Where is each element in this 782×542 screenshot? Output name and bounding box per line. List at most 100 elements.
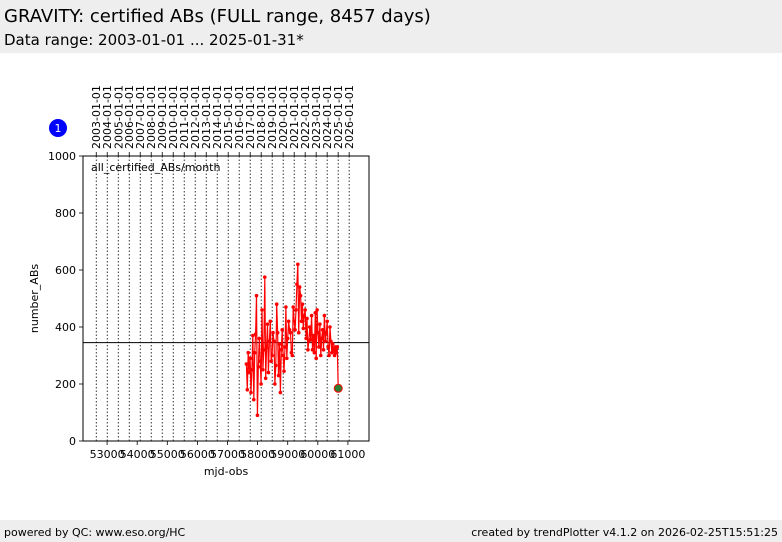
- data-point: [306, 348, 310, 352]
- data-point: [289, 350, 294, 355]
- data-point: [280, 328, 285, 332]
- x-tick-label: 53000: [90, 448, 125, 461]
- data-point: [321, 348, 326, 352]
- data-point: [286, 319, 291, 324]
- data-point: [318, 322, 322, 326]
- date-tick-label: 2025-01-01: [332, 85, 345, 149]
- footer-version: created by trendPlotter v4.1.2 on 2026-0…: [471, 526, 778, 539]
- data-point: [334, 350, 339, 355]
- data-point: [281, 353, 285, 358]
- date-tick-label: 2009-01-01: [156, 85, 169, 149]
- data-point: [277, 342, 282, 346]
- data-point: [255, 413, 260, 418]
- y-tick-label: 600: [55, 264, 76, 277]
- plot-frame: [82, 155, 370, 442]
- date-tick-label: 2005-01-01: [112, 85, 125, 149]
- date-tick-label: 2010-01-01: [167, 85, 180, 149]
- data-point: [261, 367, 265, 372]
- data-point: [288, 330, 293, 335]
- data-point: [269, 359, 273, 364]
- date-tick-label: 2019-01-01: [266, 85, 279, 149]
- data-point: [297, 285, 302, 289]
- data-point: [296, 330, 301, 335]
- data-point: [292, 319, 296, 324]
- date-tick-label: 2026-01-01: [343, 85, 356, 149]
- data-point: [265, 322, 270, 326]
- data-point: [282, 369, 286, 373]
- data-point: [274, 302, 279, 307]
- data-point: [328, 325, 332, 329]
- date-tick-label: 2008-01-01: [145, 85, 158, 149]
- x-tick-label: 55000: [150, 448, 185, 461]
- x-tick-label: 56000: [180, 448, 215, 461]
- data-point: [283, 345, 287, 349]
- date-tick-label: 2003-01-01: [90, 85, 103, 149]
- data-point: [332, 353, 337, 358]
- data-point: [301, 326, 306, 331]
- data-point: [310, 348, 315, 352]
- footer-credit: powered by QC: www.eso.org/HC: [4, 526, 186, 539]
- date-tick-label: 2021-01-01: [288, 85, 301, 149]
- page-title: GRAVITY: certified ABs (FULL range, 8457…: [4, 6, 431, 27]
- data-point: [318, 353, 323, 358]
- data-point: [309, 313, 314, 318]
- data-point: [245, 387, 250, 392]
- data-point: [295, 282, 299, 287]
- data-point: [313, 310, 318, 315]
- date-tick-label: 2006-01-01: [123, 85, 136, 149]
- x-axis-label: mjd-obs: [204, 465, 249, 478]
- data-point: [319, 336, 324, 341]
- date-tick-label: 2015-01-01: [222, 85, 235, 149]
- data-point: [244, 362, 249, 366]
- y-tick-label: 0: [69, 435, 76, 448]
- data-point: [256, 365, 261, 369]
- data-point: [298, 293, 303, 298]
- x-tick-label: 60000: [300, 448, 335, 461]
- date-tick-label: 2007-01-01: [134, 85, 147, 149]
- data-point: [323, 339, 328, 344]
- x-tick-label: 54000: [120, 448, 155, 461]
- data-point: [315, 308, 319, 312]
- data-point: [246, 350, 251, 355]
- data-point: [311, 333, 316, 338]
- data-point: [266, 370, 271, 375]
- date-tick-label: 2023-01-01: [310, 85, 323, 149]
- data-point: [294, 308, 298, 312]
- last-data-point: [333, 383, 343, 393]
- data-point: [249, 390, 253, 395]
- y-axis-label: number_ABs: [28, 264, 41, 334]
- x-tick-label: 58000: [240, 448, 275, 461]
- data-point: [304, 336, 308, 341]
- data-point: [264, 345, 269, 349]
- data-point: [329, 350, 334, 355]
- data-point: [325, 319, 330, 324]
- data-point: [290, 353, 295, 358]
- data-point: [278, 390, 283, 395]
- x-tick-label: 59000: [270, 448, 305, 461]
- data-point: [248, 356, 252, 361]
- data-point: [335, 345, 340, 349]
- data-point: [273, 382, 277, 386]
- y-tick-label: 200: [55, 378, 76, 391]
- data-point: [262, 348, 266, 352]
- data-point: [247, 370, 251, 375]
- data-point: [330, 342, 335, 346]
- data-point: [271, 330, 275, 335]
- data-point: [251, 333, 255, 338]
- data-point: [276, 373, 281, 378]
- page-subtitle: Data range: 2003-01-01 ... 2025-01-31*: [4, 31, 304, 49]
- data-point: [300, 302, 305, 307]
- data-point: [275, 330, 280, 335]
- data-point: [251, 397, 256, 402]
- date-tick-label: 2013-01-01: [200, 85, 213, 149]
- date-tick-label: 2016-01-01: [233, 85, 246, 149]
- date-tick-label: 2020-01-01: [277, 85, 290, 149]
- data-point: [285, 356, 289, 361]
- data-point: [291, 305, 296, 309]
- data-point: [254, 293, 259, 298]
- panel-badge-label: 1: [55, 122, 62, 135]
- data-point: [272, 339, 276, 344]
- data-point: [324, 330, 329, 335]
- data-point: [252, 350, 257, 355]
